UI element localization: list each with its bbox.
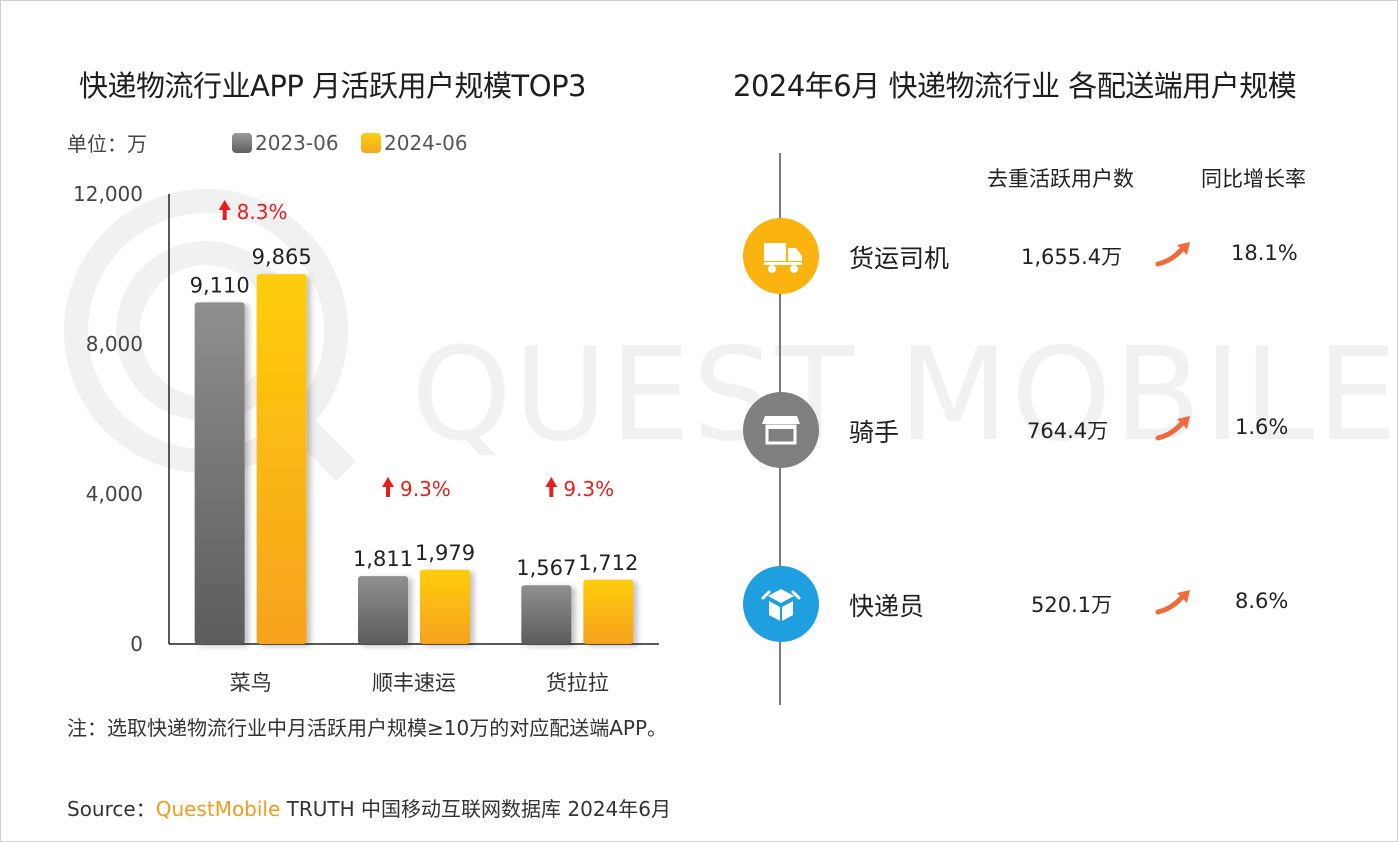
row-value-rider: 764.4万 [1027,419,1109,443]
growth-label: 9.3% [400,477,451,501]
row-label-driver: 货运司机 [849,244,950,273]
legend-swatch-2024 [361,133,381,153]
trend-up-arrow-icon [1155,416,1190,441]
data-label-2024: 1,979 [415,541,475,565]
unit-label: 单位：万 [67,132,147,156]
data-label-2023: 9,110 [190,273,250,297]
bar-2024 [583,579,634,644]
right-title: 2024年6月 快递物流行业 各配送端用户规模 [733,69,1297,103]
header-growth: 同比增长率 [1201,167,1306,191]
growth-up-arrow-icon [218,200,231,220]
icon-circle-driver [743,218,819,294]
bar-2024 [420,569,470,644]
bar-2023 [358,576,408,644]
header-users: 去重活跃用户数 [987,167,1134,191]
legend-swatch-2023 [232,133,252,153]
legend-label-2023: 2023-06 [255,131,339,155]
bar-2023 [521,585,572,644]
legend-label-2024: 2024-06 [384,131,468,155]
legend-item-2023: 2023-06 [232,131,339,155]
row-label-courier: 快递员 [849,592,925,621]
data-label-2023: 1,811 [353,547,413,571]
growth-label: 9.3% [563,477,614,501]
growth-label: 8.3% [237,200,288,224]
x-tick-label: 货拉拉 [546,671,609,695]
source-prefix: Source： [67,797,156,821]
y-tick-label: 8,000 [86,332,143,356]
source-brand: QuestMobile [155,797,281,821]
left-title: 快递物流行业APP 月活跃用户规模TOP3 [79,69,587,103]
source-rest: TRUTH 中国移动互联网数据库 2024年6月 [280,797,671,821]
package-icon [761,589,801,621]
icon-circle-courier [743,566,819,642]
data-label-2023: 1,567 [516,556,576,580]
growth-up-arrow-icon [382,477,394,497]
trend-up-arrow-icon [1155,242,1190,267]
data-label-2024: 9,865 [252,245,312,269]
storefront-icon [762,416,800,445]
y-tick-label: 0 [130,632,143,656]
y-tick-label: 12,000 [73,182,143,206]
bar-2023 [194,302,245,644]
source-line: Source：QuestMobile TRUTH 中国移动互联网数据库 2024… [67,793,671,822]
truck-icon [764,243,802,273]
trend-up-arrow-icon [1155,590,1190,615]
row-value-driver: 1,655.4万 [1021,245,1123,269]
row-value-courier: 520.1万 [1031,593,1113,617]
bar-2024 [256,274,307,644]
row-growth-driver: 18.1% [1231,241,1298,265]
x-tick-label: 菜鸟 [230,671,272,695]
x-tick-label: 顺丰速运 [372,671,456,695]
growth-up-arrow-icon [545,477,558,497]
row-growth-rider: 1.6% [1235,415,1289,439]
data-label-2024: 1,712 [578,551,638,575]
row-growth-courier: 8.6% [1235,589,1289,613]
icon-circle-rider [743,392,819,468]
row-label-rider: 骑手 [849,418,900,447]
y-tick-label: 4,000 [86,482,143,506]
note-text: 注：选取快递物流行业中月活跃用户规模≥10万的对应配送端APP。 [67,716,668,740]
legend-item-2024: 2024-06 [361,131,468,155]
